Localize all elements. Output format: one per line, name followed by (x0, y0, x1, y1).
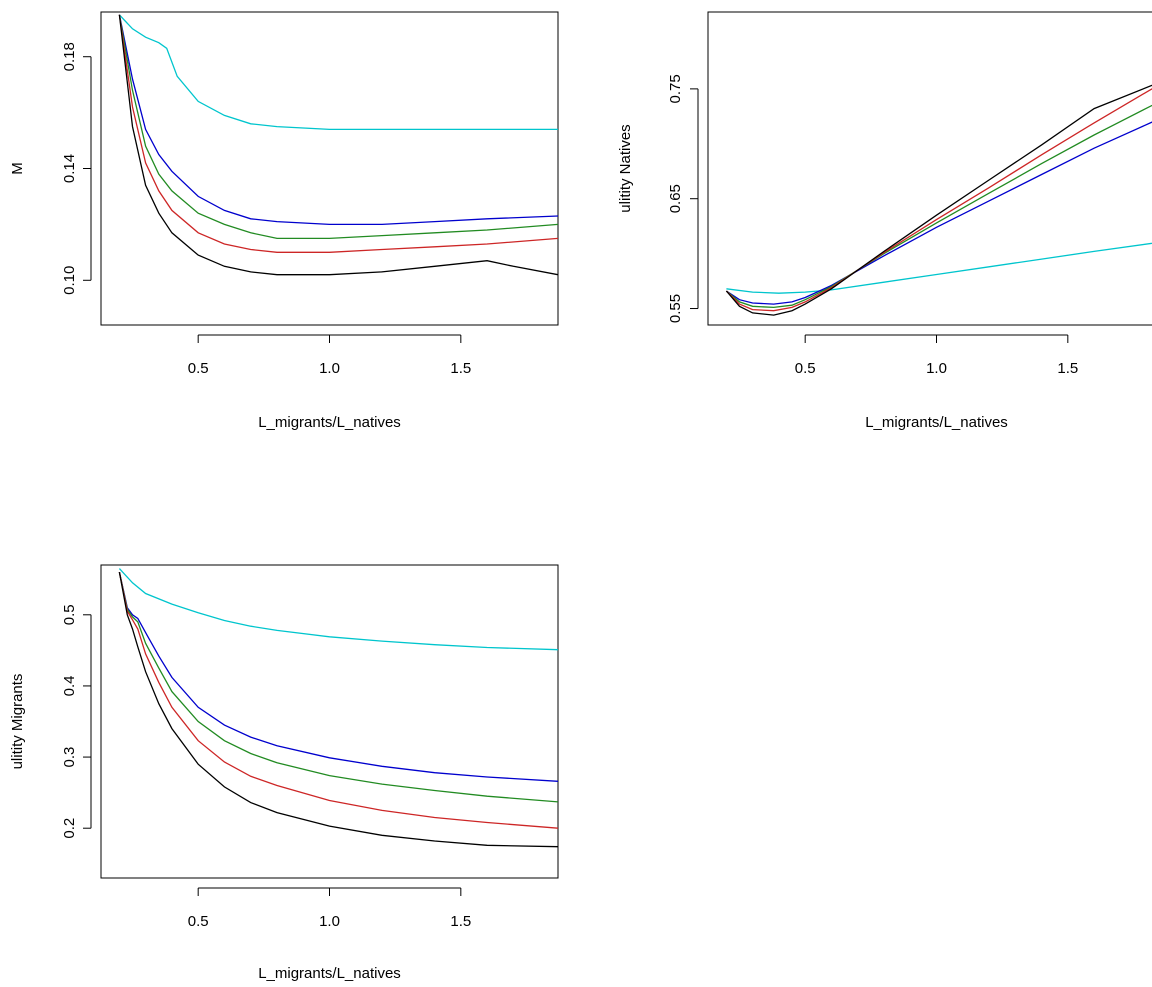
series-line-1 (118, 14, 558, 131)
x-tick-label: 1.0 (926, 360, 947, 377)
y-axis-title: M (9, 162, 26, 175)
chart-panel-2: 0.5 1.0 1.5 0.55 0.65 0.75 L_migrants/L_native… (617, 11, 1152, 431)
chart-panel-1: 0.5 1.0 1.5 0.10 0.14 0.18 L_migrants/L_native… (9, 11, 559, 431)
chart-panel-3: 0.5 1.0 1.5 0.2 0.3 0.4 0.5 L_migrants/L_native… (9, 564, 559, 982)
y-tick-label: 0.14 (61, 154, 78, 183)
series-line-3 (118, 571, 558, 803)
series-line-5 (118, 571, 558, 848)
y-tick-label: 0.65 (667, 184, 684, 213)
y-axis-title: ulitity Natives (617, 124, 634, 212)
x-tick-label: 1.5 (1057, 360, 1078, 377)
y-tick-label: 0.55 (667, 294, 684, 323)
y-tick-label: 0.10 (61, 266, 78, 295)
x-axis-title: L_migrants/L_natives (258, 414, 401, 431)
series-group (118, 14, 558, 276)
y-tick-label: 0.75 (667, 74, 684, 103)
y-tick-label: 0.5 (61, 604, 78, 625)
series-line-3 (118, 14, 558, 240)
series-line-4 (118, 571, 558, 829)
x-tick-label: 0.5 (188, 360, 209, 377)
series-line-5 (725, 84, 1152, 316)
x-axis-title: L_migrants/L_natives (865, 414, 1008, 431)
series-group (725, 84, 1152, 316)
series-line-2 (118, 571, 558, 782)
x-tick-label: 0.5 (795, 360, 816, 377)
y-tick-label: 0.3 (61, 747, 78, 768)
series-line-3 (725, 104, 1152, 309)
y-axis-title: ulitity Migrants (9, 674, 26, 770)
series-line-2 (118, 14, 558, 226)
x-tick-label: 1.5 (450, 913, 471, 930)
plot-frame (707, 11, 1152, 326)
x-tick-label: 0.5 (188, 913, 209, 930)
x-axis-title: L_migrants/L_natives (258, 965, 401, 982)
series-line-2 (726, 121, 1152, 305)
y-tick-label: 0.18 (61, 42, 78, 71)
series-line-1 (726, 242, 1152, 294)
y-tick-label: 0.4 (61, 676, 78, 697)
y-tick-label: 0.2 (61, 818, 78, 839)
plot-frame (100, 564, 559, 879)
x-tick-label: 1.0 (319, 360, 340, 377)
series-line-4 (725, 88, 1152, 312)
plot-frame (100, 11, 559, 326)
x-tick-label: 1.5 (450, 360, 471, 377)
x-tick-label: 1.0 (319, 913, 340, 930)
series-group (118, 568, 558, 848)
series-line-5 (118, 14, 558, 276)
series-line-1 (118, 568, 558, 651)
series-line-4 (118, 14, 558, 253)
